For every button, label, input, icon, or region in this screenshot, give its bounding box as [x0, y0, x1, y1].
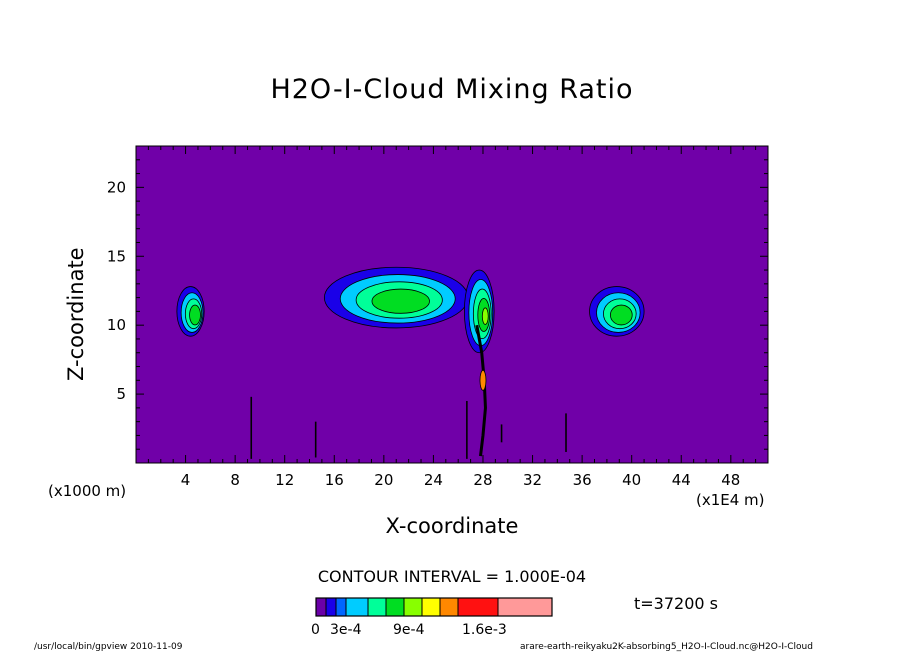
x-tick-label: 40 — [622, 471, 641, 489]
colorbar-label-1: 3e-4 — [330, 622, 362, 638]
colorbar-swatch — [403, 597, 423, 617]
colorbar-frame — [315, 597, 553, 617]
x-tick-label: 48 — [721, 471, 740, 489]
column-core — [479, 369, 487, 391]
x-tick-label: 8 — [230, 471, 240, 489]
plot-frame — [135, 145, 769, 464]
x-tick-label: 44 — [672, 471, 691, 489]
x-tick-label: 28 — [473, 471, 492, 489]
x-unit-note-right: (x1E4 m) — [696, 491, 765, 509]
cloud-contour — [189, 304, 201, 326]
colorbar-swatch — [325, 597, 337, 617]
colorbar-swatch — [335, 597, 347, 617]
contour-interval-label: CONTOUR INTERVAL = 1.000E-04 — [317, 567, 587, 586]
chart-title: H2O-I-Cloud Mixing Ratio — [270, 74, 634, 105]
x-tick-label: 20 — [374, 471, 393, 489]
y-tick-label: 10 — [107, 316, 126, 334]
cloud-2 — [463, 269, 495, 354]
colorbar-swatch — [367, 597, 387, 617]
cloud-1 — [323, 266, 469, 329]
convective-column — [475, 324, 487, 457]
footer-left: /usr/local/bin/gpview 2010-11-09 — [34, 642, 183, 652]
x-unit-note-left: (x1000 m) — [48, 482, 127, 500]
cloud-contour — [610, 304, 633, 326]
y-tick-label: 20 — [107, 178, 126, 196]
footer-right: arare-earth-reikyaku2K-absorbing5_H2O-I-… — [520, 642, 813, 652]
time-label: t=37200 s — [634, 594, 718, 613]
x-tick-label: 4 — [181, 471, 191, 489]
y-tick-label: 5 — [116, 385, 126, 403]
colorbar-label-0: 0 — [311, 622, 320, 638]
colorbar-swatch — [439, 597, 459, 617]
column-line — [475, 324, 487, 457]
colorbar-swatch — [421, 597, 441, 617]
colorbar-label-3: 1.6e-3 — [462, 622, 507, 638]
colorbar-swatch — [457, 597, 499, 617]
colorbar-label-2: 9e-4 — [393, 622, 425, 638]
x-tick-label: 36 — [573, 471, 592, 489]
colorbar-swatch — [345, 597, 369, 617]
colorbar-swatch — [497, 597, 553, 617]
cloud-0 — [176, 286, 205, 337]
colorbar-swatch — [315, 597, 327, 617]
x-axis-label: X-coordinate — [385, 514, 519, 538]
cloud-contour — [371, 288, 430, 314]
x-tick-label: 16 — [325, 471, 344, 489]
x-tick-label: 24 — [424, 471, 443, 489]
y-axis-label: Z-coordinate — [64, 247, 88, 381]
cloud-3 — [589, 286, 645, 337]
x-tick-label: 12 — [275, 471, 294, 489]
y-tick-label: 15 — [107, 247, 126, 265]
x-tick-label: 32 — [523, 471, 542, 489]
cloud-contour — [481, 307, 489, 325]
colorbar-swatch — [385, 597, 405, 617]
